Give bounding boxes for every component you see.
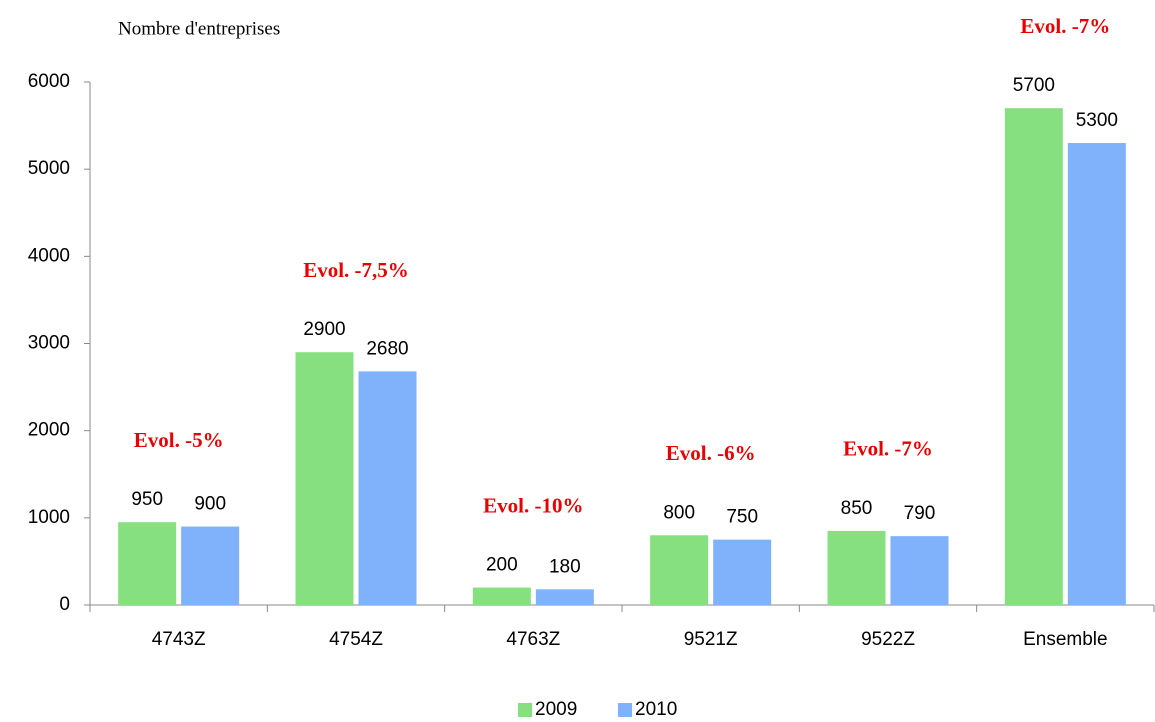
value-label: 790 (904, 503, 936, 524)
legend-swatch (618, 703, 632, 717)
x-tick-label: 9522Z (861, 629, 915, 650)
y-axis-title: Nombre d'entreprises (118, 18, 280, 39)
bar (358, 371, 417, 605)
bar (1067, 143, 1126, 605)
y-tick-label: 2000 (28, 420, 70, 441)
annotation: Evol. -7% (1020, 14, 1110, 38)
value-label: 800 (663, 502, 695, 523)
annotation: Evol. -7,5% (303, 258, 409, 282)
value-label: 5700 (1013, 75, 1055, 96)
bar (890, 536, 949, 605)
y-tick-label: 1000 (28, 507, 70, 528)
bar (1004, 108, 1063, 606)
x-tick-label: 4754Z (329, 629, 383, 650)
value-label: 5300 (1076, 110, 1118, 131)
annotation: Evol. -5% (134, 428, 224, 452)
value-label: 950 (131, 489, 163, 510)
y-tick-label: 4000 (28, 245, 70, 266)
legend-swatch (518, 703, 532, 717)
bar (535, 589, 594, 605)
y-tick-label: 6000 (28, 71, 70, 92)
value-label: 2680 (366, 338, 408, 359)
bar (295, 352, 354, 605)
value-label: 2900 (303, 319, 345, 340)
annotation: Evol. -7% (843, 437, 933, 461)
bar (827, 530, 886, 605)
value-label: 900 (194, 494, 226, 515)
x-tick-label: Ensemble (1023, 629, 1108, 650)
y-tick-label: 5000 (28, 158, 70, 179)
value-label: 200 (486, 555, 518, 576)
legend-label: 2009 (535, 699, 577, 720)
value-label: 850 (841, 498, 873, 519)
x-tick-label: 4743Z (152, 629, 206, 650)
y-tick-label: 3000 (28, 333, 70, 354)
annotation: Evol. -6% (666, 441, 756, 465)
y-tick-label: 0 (59, 594, 70, 615)
x-tick-label: 4763Z (506, 629, 560, 650)
bar (650, 535, 709, 605)
bar (118, 522, 177, 605)
legend-label: 2010 (635, 699, 677, 720)
annotation: Evol. -10% (483, 493, 583, 517)
value-label: 180 (549, 556, 581, 577)
bar (472, 587, 531, 605)
bar (181, 526, 240, 605)
x-tick-label: 9521Z (684, 629, 738, 650)
bar (713, 539, 772, 605)
value-label: 750 (726, 507, 758, 528)
